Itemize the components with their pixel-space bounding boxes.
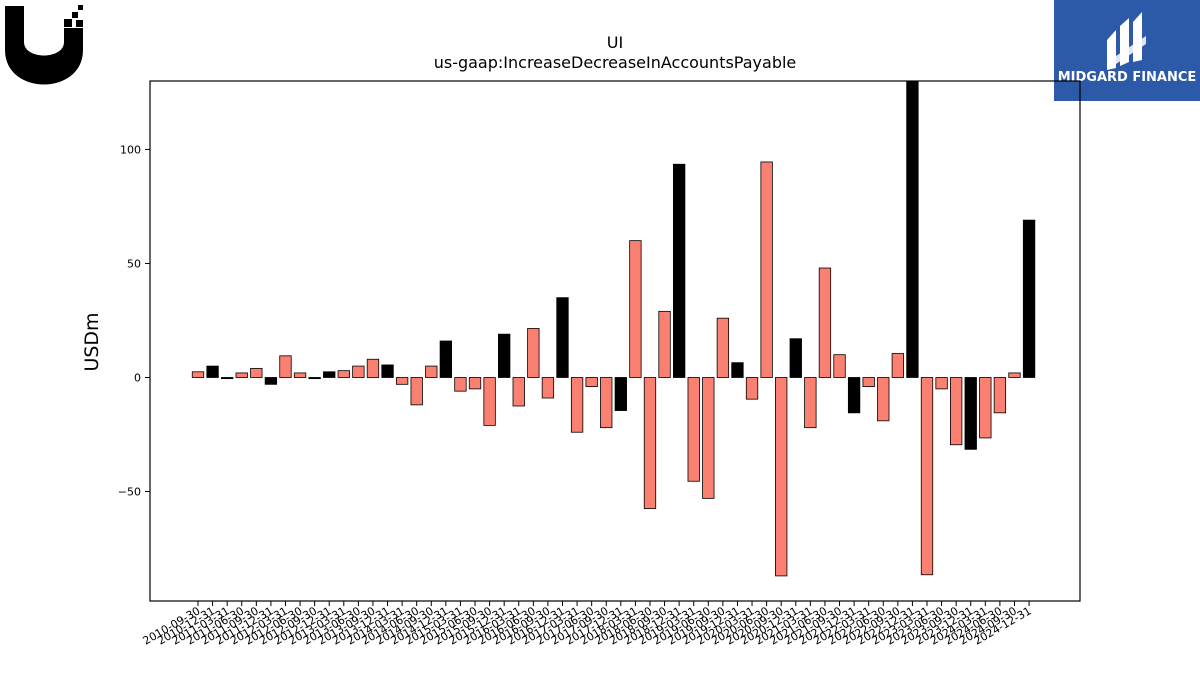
bar-2021-12-31 [847,377,861,414]
bar-2016-12-31 [556,297,569,378]
bar-2022-03-31 [862,377,875,388]
bar-2019-12-31 [731,362,744,378]
bar-2024-03-31 [979,377,992,439]
bar-2017-03-31 [570,377,584,433]
bars-group [191,80,1036,577]
bar-2023-12-31 [964,377,977,450]
y-axis-label: USDm [81,312,103,371]
bar-2022-06-30 [877,377,890,422]
bar-2014-03-31 [395,377,409,385]
bar-2019-09-30 [716,317,730,378]
bar-2014-06-30 [410,377,423,406]
bar-2020-09-30 [775,377,788,577]
bar-2016-06-30 [527,328,540,378]
bar-2017-06-30 [585,377,598,388]
bar-2022-12-31 [906,80,919,378]
bar-2013-03-31 [337,370,350,378]
bar-2012-03-31 [279,355,292,378]
chart-subtitle: us-gaap:IncreaseDecreaseInAccountsPayabl… [434,53,797,72]
bar-2024-09-30 [1008,372,1021,378]
bar-2010-12-31 [206,365,219,378]
bar-2019-03-31 [687,377,700,482]
bar-2011-12-31 [264,377,278,385]
bar-2015-09-30 [483,377,496,426]
bar-2023-03-31 [920,377,934,576]
bar-2024-06-30 [993,377,1007,414]
bar-2014-12-31 [439,340,453,378]
midgard-brand-text: MIDGARD FINANCE [1058,70,1197,85]
bar-2011-06-30 [235,372,248,378]
bar-2012-12-31 [323,371,336,378]
y-tick-label: 50 [127,257,141,270]
bar-2014-09-30 [425,365,438,378]
bar-2018-06-30 [643,377,657,510]
plot-area-frame [149,80,1081,602]
bar-2013-12-31 [381,364,394,378]
bar-2013-09-30 [366,358,380,378]
bar-2020-03-31 [745,377,759,400]
bar-2020-06-30 [760,161,773,378]
bar-2013-06-30 [352,365,365,378]
bar-2015-12-31 [498,333,511,378]
y-tick-label: 0 [134,371,141,384]
bar-2024-12-31 [1022,219,1036,378]
bar-2019-06-30 [702,377,715,499]
bar-2023-06-30 [935,377,948,390]
y-ticks-group: −50 0 50 100 [118,143,150,499]
bar-2015-03-31 [454,377,467,392]
bar-2012-09-30 [308,377,321,380]
bar-2011-03-31 [221,377,234,380]
y-tick-label: −50 [118,486,141,499]
bar-2015-06-30 [468,377,482,390]
bar-2021-06-30 [818,267,832,378]
bar-2018-03-31 [629,240,642,378]
bar-2012-06-30 [293,372,307,378]
chart-title: UI [607,33,623,52]
bar-2018-09-30 [658,310,671,378]
bar-2017-12-31 [614,377,627,411]
bar-2023-09-30 [950,377,963,446]
bar-2010-09-30 [191,371,205,378]
x-ticks-group: 2010-09-302010-12-312011-03-312011-06-30… [141,601,1034,648]
bar-2021-09-30 [833,354,846,378]
bar-2020-12-31 [789,338,802,378]
bar-2021-03-31 [804,377,817,429]
midgard-mark-icon [1107,12,1146,70]
bar-2016-03-31 [512,377,525,407]
y-tick-label: 100 [120,143,141,156]
ubiquiti-logo-icon [5,5,83,85]
bar-2011-09-30 [250,367,263,378]
midgard-finance-logo: MIDGARD FINANCE [1054,0,1200,101]
bar-2018-12-31 [672,163,686,378]
bar-2016-09-30 [541,377,555,399]
bar-2022-09-30 [891,353,904,378]
bar-2017-09-30 [600,377,613,429]
